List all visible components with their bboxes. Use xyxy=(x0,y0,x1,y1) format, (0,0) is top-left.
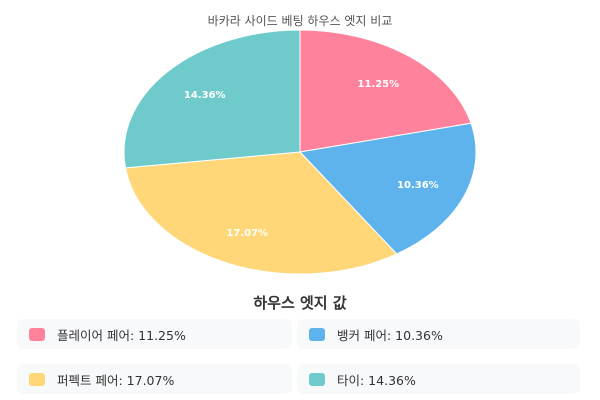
legend-text: 퍼펙트 페어: 17.07% xyxy=(57,372,175,388)
slice-label: 11.25% xyxy=(357,79,399,90)
pie-chart: 11.25% 10.36% 17.07% 14.36% xyxy=(123,29,477,275)
chart-title: 바카라 사이드 베팅 하우스 엣지 비교 xyxy=(207,14,393,28)
legend-title: 하우스 엣지 값 xyxy=(253,294,347,312)
legend-swatch xyxy=(29,327,45,341)
pie-slice xyxy=(124,151,398,275)
pie-slice xyxy=(299,29,472,153)
slice-label: 10.36% xyxy=(397,180,439,191)
legend-swatch xyxy=(309,327,325,341)
legend-text: 플레이어 페어: 11.25% xyxy=(57,327,186,343)
legend-item-tie: 타이: 14.36% xyxy=(297,364,580,394)
legend-item-perfect-pair: 퍼펙트 페어: 17.07% xyxy=(17,364,292,394)
legend-item-player-pair: 플레이어 페어: 11.25% xyxy=(17,319,292,349)
pie-slice xyxy=(123,29,301,169)
legend-swatch xyxy=(29,372,45,386)
legend-swatch xyxy=(309,372,325,386)
legend-item-banker-pair: 뱅커 페어: 10.36% xyxy=(297,319,580,349)
pie-slice xyxy=(298,122,477,255)
slice-label: 14.36% xyxy=(184,90,226,101)
slice-label: 17.07% xyxy=(226,228,268,239)
legend-text: 뱅커 페어: 10.36% xyxy=(337,327,443,343)
legend-text: 타이: 14.36% xyxy=(337,372,416,388)
